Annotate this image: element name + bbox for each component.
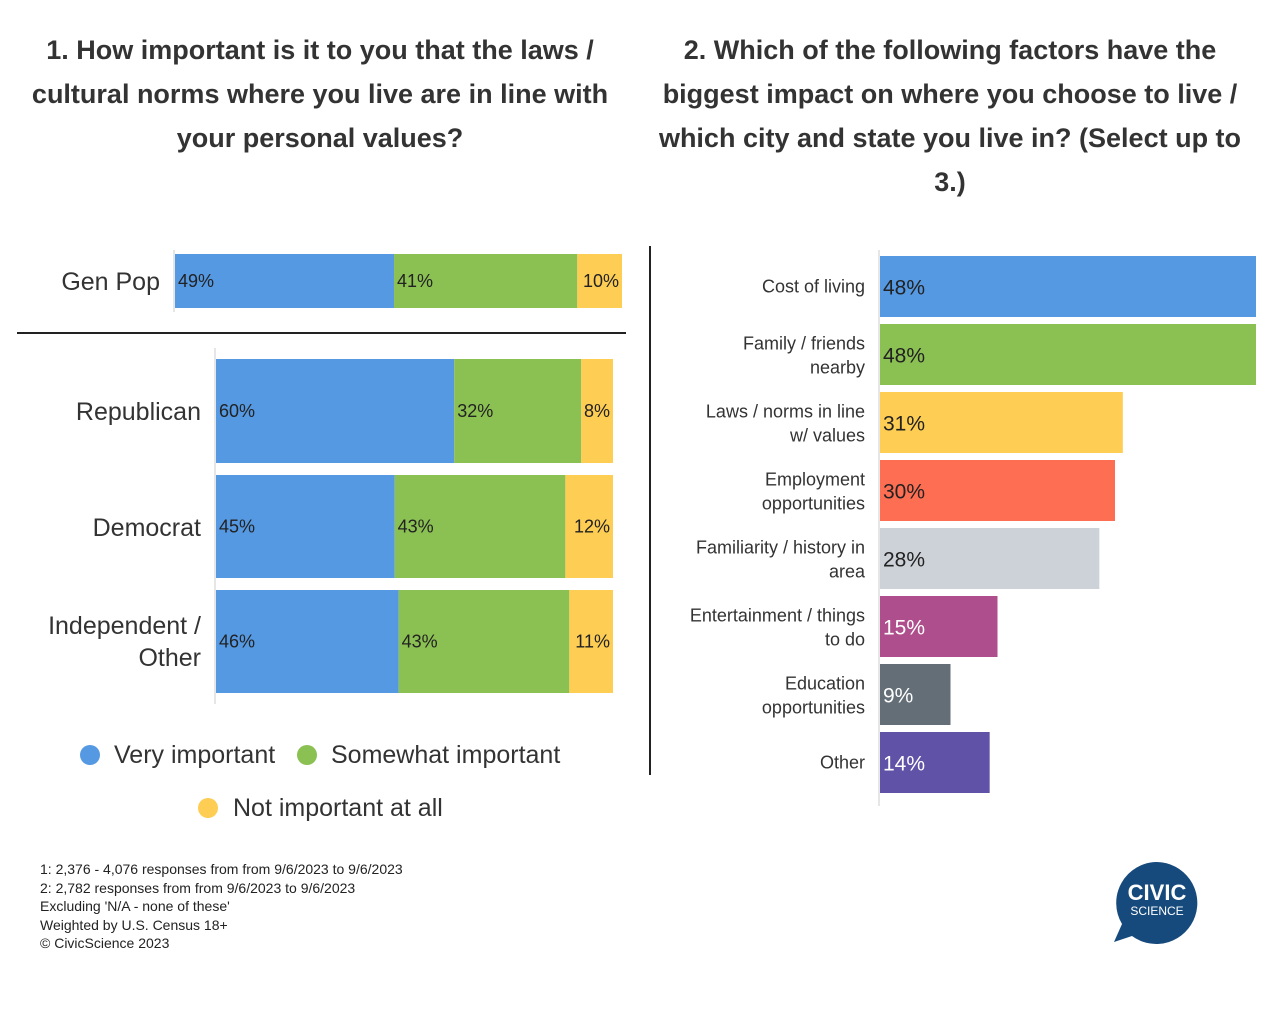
q2-bar-cost-of-living xyxy=(880,256,1256,317)
q1-category-label-independent-other: Independent / Other xyxy=(48,612,201,672)
q2-bar-education-opportunities xyxy=(880,664,951,725)
footnote-5: © CivicScience 2023 xyxy=(40,935,170,951)
civicscience-logo: CIVIC SCIENCE xyxy=(1114,862,1198,944)
footnote-4: Weighted by U.S. Census 18+ xyxy=(40,916,228,933)
q2-category-label-laws-norms-in-line-w-values: Laws / norms in line w/ values xyxy=(706,402,865,446)
q1-category-label-gen-pop: Gen Pop xyxy=(61,268,160,296)
q1-bar-republican-not-important-at-all xyxy=(581,359,613,463)
q2-data-label-other: 14% xyxy=(883,753,925,776)
q1-bar-gen-pop-somewhat-important xyxy=(394,254,578,308)
q1-data-label-republican-very-important: 60% xyxy=(219,401,255,421)
q1-bar-democrat-somewhat-important xyxy=(394,475,566,578)
footnote-2: 2: 2,782 responses from from 9/6/2023 to… xyxy=(40,879,356,896)
q1-bar-independent-other-very-important xyxy=(216,590,399,693)
q1-bar-republican-somewhat-important xyxy=(454,359,582,463)
q2-bar-laws-norms-in-line-w-values xyxy=(880,392,1123,453)
q1-data-label-democrat-not-important-at-all: 12% xyxy=(574,517,610,537)
q2-category-label-other: Other xyxy=(820,753,865,773)
q2-category-label-entertainment-things-to-do: Entertainment / things to do xyxy=(690,606,865,650)
q1-data-label-independent-other-very-important: 46% xyxy=(219,632,255,652)
q1-bar-gen-pop-not-important-at-all xyxy=(577,254,622,308)
q2-bar-familiarity-history-in-area xyxy=(880,528,1100,589)
legend-label-very-important: Very important xyxy=(114,741,275,769)
q1-bar-republican-very-important xyxy=(216,359,455,463)
q1-data-label-independent-other-somewhat-important: 43% xyxy=(402,632,438,652)
q2-data-label-family-friends-nearby: 48% xyxy=(883,345,925,368)
q1-stacked-bar-chart: Gen Pop 49% 41% 10% Republican 60% 32% 8% Democr… xyxy=(17,250,626,822)
q2-data-label-entertainment-things-to-do: 15% xyxy=(883,617,925,640)
q2-category-label-familiarity-history-in-area: Familiarity / history in area xyxy=(696,538,866,582)
q1-data-label-republican-somewhat-important: 32% xyxy=(457,401,493,421)
footnote-3: Excluding 'N/A - none of these' xyxy=(40,898,230,914)
q2-data-label-laws-norms-in-line-w-values: 31% xyxy=(883,413,925,436)
logo-line-2: SCIENCE xyxy=(1130,904,1183,918)
legend-marker-very-important xyxy=(80,745,100,765)
q2-data-label-education-opportunities: 9% xyxy=(883,685,913,708)
q1-bar-democrat-very-important xyxy=(216,475,395,578)
q1-title: 1. How important is it to you that the l… xyxy=(31,35,609,153)
q2-data-label-employment-opportunities: 30% xyxy=(883,481,925,504)
q2-category-label-education-opportunities: Education opportunities xyxy=(762,674,865,718)
q1-data-label-gen-pop-somewhat-important: 41% xyxy=(397,271,433,291)
q2-category-label-family-friends-nearby: Family / friends nearby xyxy=(743,334,865,378)
legend-marker-not-important-at-all xyxy=(198,798,218,818)
legend-label-somewhat-important: Somewhat important xyxy=(331,741,560,769)
q1-data-label-gen-pop-not-important-at-all: 10% xyxy=(583,271,619,291)
q2-bar-chart: 48% Cost of living 48% Family / friends near… xyxy=(649,246,1256,806)
q1-bar-independent-other-not-important-at-all xyxy=(569,590,613,693)
q1-bar-gen-pop-very-important xyxy=(175,254,395,308)
q2-category-label-cost-of-living: Cost of living xyxy=(762,277,865,297)
q1-data-label-gen-pop-very-important: 49% xyxy=(178,271,214,291)
q1-bar-democrat-not-important-at-all xyxy=(565,475,613,578)
legend-marker-somewhat-important xyxy=(297,745,317,765)
logo-line-1: CIVIC xyxy=(1128,880,1187,905)
q1-data-label-democrat-very-important: 45% xyxy=(219,517,255,537)
q2-bar-employment-opportunities xyxy=(880,460,1115,521)
footnotes: 1: 2,376 - 4,076 responses from from 9/6… xyxy=(40,860,403,953)
q2-bar-entertainment-things-to-do xyxy=(880,596,998,657)
q2-title: 2. Which of the following factors have t… xyxy=(658,35,1242,197)
q1-data-label-republican-not-important-at-all: 8% xyxy=(584,401,610,421)
q2-bar-family-friends-nearby xyxy=(880,324,1256,385)
q2-data-label-familiarity-history-in-area: 28% xyxy=(883,549,925,572)
legend-label-not-important-at-all: Not important at all xyxy=(233,794,443,822)
footnote-1: 1: 2,376 - 4,076 responses from from 9/6… xyxy=(40,861,403,877)
q1-category-label-democrat: Democrat xyxy=(93,514,201,542)
q1-data-label-democrat-somewhat-important: 43% xyxy=(398,517,434,537)
q1-data-label-independent-other-not-important-at-all: 11% xyxy=(575,632,610,652)
q2-category-label-employment-opportunities: Employment opportunities xyxy=(762,470,865,514)
q2-data-label-cost-of-living: 48% xyxy=(883,277,925,300)
q1-bar-independent-other-somewhat-important xyxy=(398,590,570,693)
q2-bar-other xyxy=(880,732,990,793)
q1-category-label-republican: Republican xyxy=(76,398,201,426)
